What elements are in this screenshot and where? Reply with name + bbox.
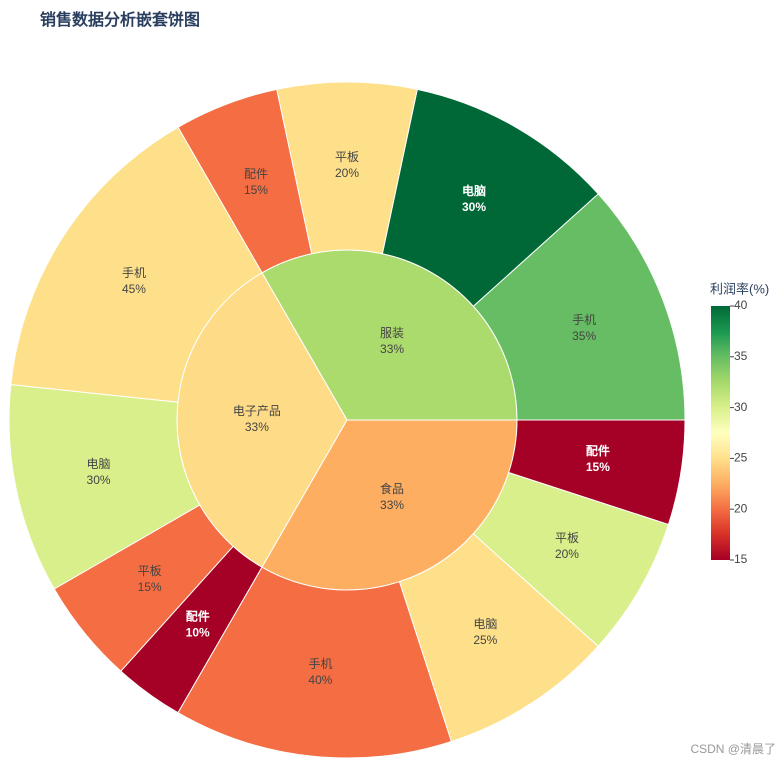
slice-label: 服装: [380, 326, 404, 340]
slice-label: 平板: [335, 150, 359, 164]
slice-value-label: 10%: [186, 626, 210, 640]
colorbar-tick-label: 35: [734, 349, 748, 363]
slice-label: 电脑: [87, 457, 111, 471]
colorbar: [711, 306, 730, 560]
watermark: CSDN @清晨了: [690, 742, 776, 756]
slice-label: 食品: [380, 481, 404, 496]
slice-label: 配件: [244, 167, 268, 181]
slice-label: 电子产品: [233, 404, 281, 418]
colorbar-title: 利润率(%): [710, 281, 769, 296]
slice-label: 平板: [138, 564, 162, 578]
slice-value-label: 35%: [572, 329, 596, 343]
outer-slice: [472, 193, 686, 421]
slice-value-label: 25%: [473, 633, 497, 647]
slice-value-label: 33%: [245, 420, 269, 434]
slice-value-label: 15%: [244, 183, 268, 197]
slice-value-label: 45%: [122, 282, 146, 296]
slice-value-label: 33%: [380, 342, 404, 356]
slice-label: 手机: [308, 657, 332, 671]
colorbar-tick-label: 30: [734, 400, 748, 414]
outer-slice: [508, 419, 686, 526]
slice-value-label: 33%: [380, 498, 404, 512]
slice-label: 电脑: [473, 617, 497, 631]
outer-slice: [10, 126, 263, 403]
slice-label: 手机: [572, 313, 596, 327]
slice-value-label: 30%: [87, 473, 111, 487]
slice-label: 配件: [186, 609, 210, 624]
colorbar-tick-label: 25: [734, 451, 748, 465]
colorbar-tick-label: 15: [734, 552, 748, 566]
colorbar-tick-label: 20: [734, 501, 748, 515]
slice-value-label: 15%: [138, 580, 162, 594]
slice-label: 配件: [586, 443, 610, 458]
slice-value-label: 15%: [586, 460, 610, 474]
outer-slice: [177, 566, 453, 759]
slice-value-label: 20%: [335, 166, 359, 180]
slice-label: 手机: [122, 266, 146, 280]
slice-label: 平板: [555, 531, 579, 545]
slice-value-label: 30%: [462, 200, 486, 214]
chart-title: 销售数据分析嵌套饼图: [40, 10, 200, 29]
slice-value-label: 20%: [555, 547, 579, 561]
slice-label: 电脑: [462, 183, 486, 198]
slice-value-label: 40%: [308, 673, 332, 687]
colorbar-tick-label: 40: [734, 298, 748, 312]
